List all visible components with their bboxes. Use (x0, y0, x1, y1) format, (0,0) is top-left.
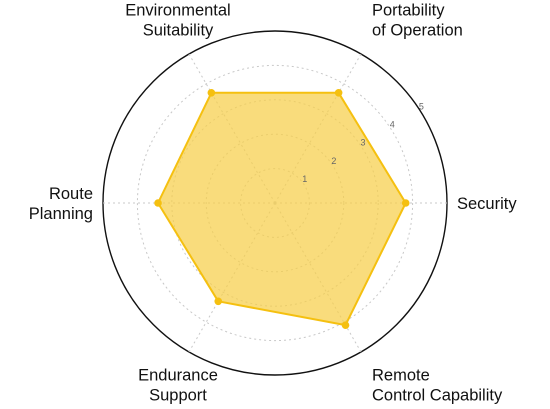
grid-ring (136, 64, 414, 342)
series-point (334, 88, 343, 97)
tick-label: 5 (419, 101, 424, 111)
tick-label: 2 (331, 156, 336, 166)
series-point (214, 297, 223, 306)
radar-series (154, 88, 410, 329)
axis-label: Remote (372, 367, 430, 385)
axis-label: Suitability (143, 21, 214, 39)
radar-tick-labels: 1 2 3 4 5 (302, 101, 424, 184)
tick-label: 1 (302, 174, 307, 184)
axis-label: Portability (372, 1, 445, 19)
tick-label: 3 (361, 138, 366, 148)
series-point (341, 321, 350, 329)
axis-label: Endurance (138, 367, 218, 385)
series-point (207, 88, 216, 97)
axis-label: Security (457, 195, 517, 213)
axis-label: Control Capability (372, 387, 503, 405)
axis-label: Environmental (125, 1, 230, 19)
axis-label: Support (149, 387, 207, 405)
radar-axis-labels: Security Portability of Operation Environme… (29, 1, 518, 404)
tick-label: 4 (390, 119, 395, 129)
series-area (157, 91, 407, 327)
axis-label: of Operation (372, 21, 463, 39)
series-point (154, 199, 162, 207)
axis-label: Planning (29, 205, 93, 223)
axis-label: Route (49, 185, 93, 203)
series-point (401, 199, 410, 207)
